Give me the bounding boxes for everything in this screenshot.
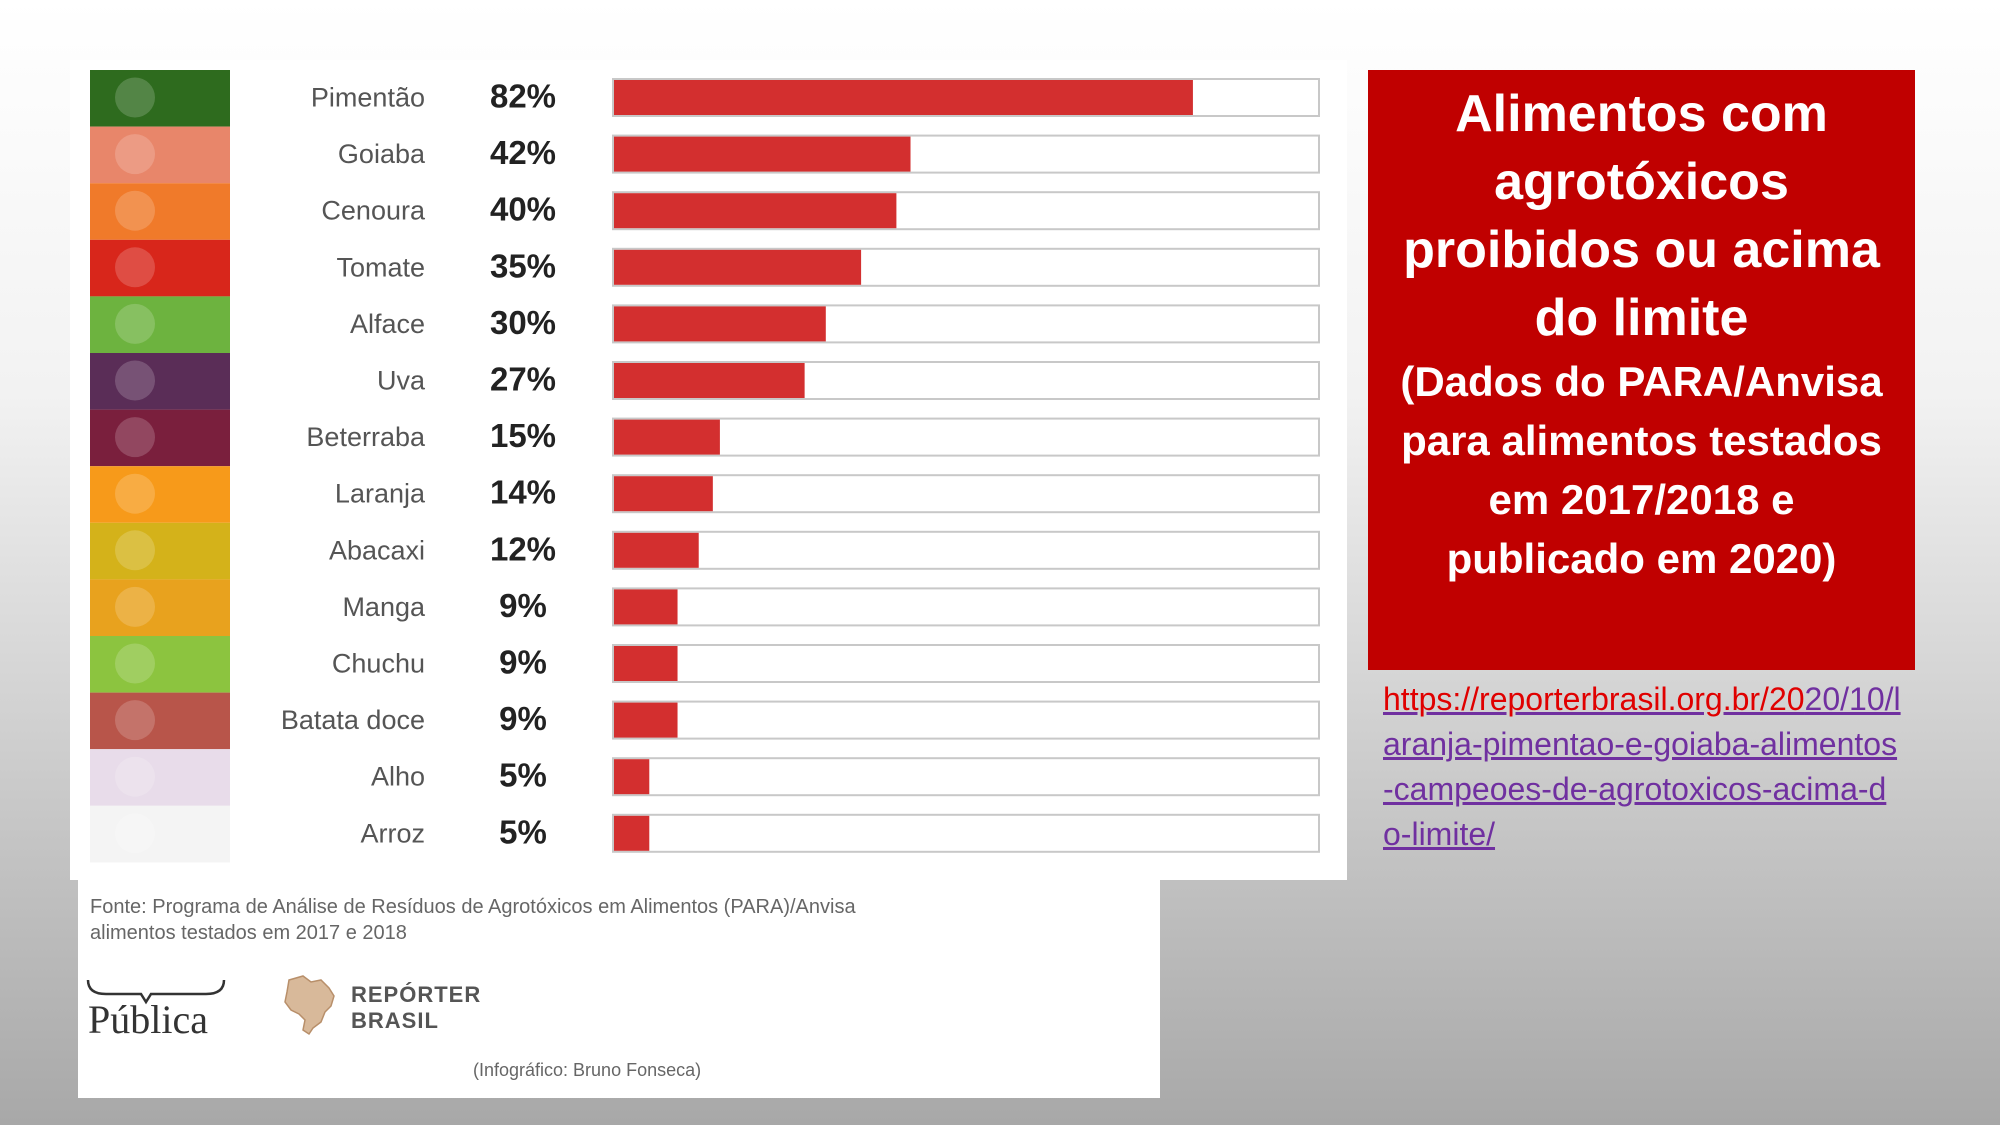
food-image-alho <box>90 749 230 806</box>
food-highlight-pimentao <box>115 77 155 118</box>
category-label-beterraba: Beterraba <box>306 422 426 452</box>
food-image-goiaba <box>90 126 230 184</box>
value-label-cenoura: 40% <box>490 191 556 228</box>
category-label-uva: Uva <box>377 366 426 396</box>
food-image-uva <box>90 353 230 410</box>
food-highlight-alho <box>115 756 155 797</box>
food-highlight-manga <box>115 586 155 627</box>
category-label-manga: Manga <box>342 592 426 622</box>
bar-alface <box>614 306 826 342</box>
bar-alho <box>614 759 650 795</box>
category-label-tomate: Tomate <box>336 252 425 282</box>
chart-panel: Pimentão 82% Goiaba 42% Cenoura 40% Tomate 35% A… <box>70 60 1347 880</box>
food-image-chuchu <box>90 636 230 693</box>
bar-track-alho <box>612 757 1320 797</box>
title-box: Alimentos com agrotóxicos proibidos ou a… <box>1368 70 1915 670</box>
bar-track-abacaxi <box>612 530 1320 570</box>
reporter-brasil-line-2: BRASIL <box>351 1008 439 1033</box>
bar-laranja <box>614 476 713 512</box>
bar-batata-doce <box>614 702 678 738</box>
category-label-laranja: Laranja <box>335 479 426 509</box>
bar-abacaxi <box>614 532 699 568</box>
bar-track-chuchu <box>612 644 1320 683</box>
bar-track-laranja <box>612 474 1320 514</box>
food-highlight-beterraba <box>115 417 155 458</box>
food-image-arroz <box>90 805 230 863</box>
food-highlight-cenoura <box>115 190 155 231</box>
value-label-chuchu: 9% <box>499 644 547 681</box>
bar-goiaba <box>614 136 911 172</box>
reporter-brasil-line-1: REPÓRTER <box>351 982 482 1007</box>
value-label-uva: 27% <box>490 361 556 398</box>
value-label-tomate: 35% <box>490 247 556 284</box>
publica-logo-mark <box>86 979 226 1005</box>
source-link-part-2[interactable]: 20/10/laranja-pimentao-e-goiaba-alimento… <box>1383 681 1901 852</box>
value-label-laranja: 14% <box>490 474 556 511</box>
value-label-manga: 9% <box>499 587 547 624</box>
source-line-2: alimentos testados em 2017 e 2018 <box>90 922 407 944</box>
bar-track-arroz <box>612 813 1320 853</box>
food-highlight-laranja <box>115 473 155 514</box>
food-image-alface <box>90 296 230 353</box>
infographic-credit: (Infográfico: Bruno Fonseca) <box>473 1060 702 1080</box>
category-label-alface: Alface <box>350 309 425 339</box>
value-label-goiaba: 42% <box>490 134 556 171</box>
category-label-abacaxi: Abacaxi <box>329 535 425 565</box>
title-subtitle: (Dados do PARA/Anvisa para alimentos tes… <box>1400 358 1883 582</box>
food-image-manga <box>90 579 230 636</box>
bar-chart: Pimentão 82% Goiaba 42% Cenoura 40% Tomate 35% A… <box>90 70 1320 863</box>
food-highlight-uva <box>115 360 155 401</box>
publica-logo-text: Pública <box>88 997 208 1042</box>
food-image-cenoura <box>90 183 230 240</box>
category-label-goiaba: Goiaba <box>338 139 426 169</box>
value-label-pimentao: 82% <box>490 78 556 115</box>
bar-manga <box>614 589 678 625</box>
food-highlight-goiaba <box>115 134 155 175</box>
bar-beterraba <box>614 419 720 455</box>
value-label-abacaxi: 12% <box>490 530 556 567</box>
category-label-cenoura: Cenoura <box>321 196 426 226</box>
food-highlight-tomate <box>115 247 155 288</box>
value-label-alho: 5% <box>499 757 547 794</box>
value-label-batata-doce: 9% <box>499 700 547 737</box>
food-highlight-alface <box>115 303 155 344</box>
food-image-laranja <box>90 466 230 523</box>
source-link-part-1[interactable]: https://reporterbrasil.org.br/20 <box>1383 681 1805 717</box>
food-image-beterraba <box>90 409 230 467</box>
source-panel: Fonte: Programa de Análise de Resíduos d… <box>78 878 1160 1098</box>
food-highlight-abacaxi <box>115 530 155 571</box>
bar-cenoura <box>614 193 897 229</box>
category-label-alho: Alho <box>371 762 425 792</box>
food-image-pimentao <box>90 70 230 127</box>
food-image-tomate <box>90 239 230 297</box>
category-label-pimentao: Pimentão <box>311 83 425 113</box>
food-highlight-chuchu <box>115 643 155 684</box>
category-label-batata-doce: Batata doce <box>281 705 425 735</box>
bar-pimentao <box>614 80 1193 115</box>
value-label-alface: 30% <box>490 304 556 341</box>
category-label-arroz: Arroz <box>360 818 425 848</box>
bar-tomate <box>614 249 862 285</box>
category-label-chuchu: Chuchu <box>332 649 425 679</box>
bar-uva <box>614 363 805 398</box>
food-image-abacaxi <box>90 522 230 580</box>
bar-chuchu <box>614 646 678 681</box>
food-highlight-arroz <box>115 813 155 854</box>
source-link[interactable]: https://reporterbrasil.org.br/2020/10/la… <box>1383 677 1903 857</box>
brazil-map-icon <box>284 975 335 1036</box>
bar-track-batata-doce <box>612 700 1320 740</box>
food-highlight-batata-doce <box>115 700 155 741</box>
bar-arroz <box>614 815 650 851</box>
bar-track-manga <box>612 587 1320 627</box>
source-line-1: Fonte: Programa de Análise de Resíduos d… <box>90 896 856 918</box>
bar-track-beterraba <box>612 417 1320 457</box>
title-main: Alimentos com agrotóxicos proibidos ou a… <box>1403 85 1880 347</box>
food-image-batata-doce <box>90 692 230 750</box>
value-label-arroz: 5% <box>499 813 547 850</box>
value-label-beterraba: 15% <box>490 417 556 454</box>
